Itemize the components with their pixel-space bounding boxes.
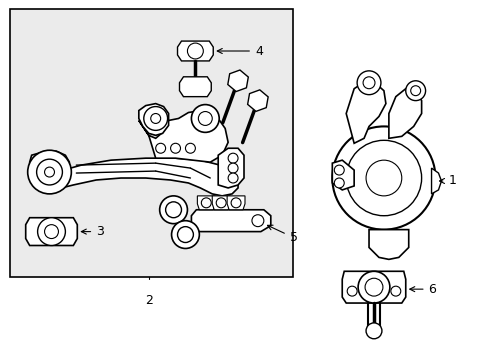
Circle shape: [160, 196, 187, 224]
Text: 6: 6: [409, 283, 436, 296]
Circle shape: [198, 112, 212, 125]
Circle shape: [44, 225, 59, 239]
Text: 5: 5: [267, 225, 297, 244]
Polygon shape: [30, 151, 69, 190]
Polygon shape: [197, 196, 215, 210]
Circle shape: [334, 165, 344, 175]
Polygon shape: [227, 70, 248, 91]
Polygon shape: [26, 218, 77, 246]
Circle shape: [150, 113, 161, 123]
Text: 1: 1: [439, 175, 455, 188]
Circle shape: [366, 160, 401, 196]
Circle shape: [231, 198, 241, 208]
Polygon shape: [218, 148, 244, 188]
Polygon shape: [139, 104, 168, 135]
Circle shape: [185, 143, 195, 153]
Circle shape: [362, 77, 374, 89]
Text: 2: 2: [144, 294, 152, 307]
Polygon shape: [342, 271, 405, 303]
Circle shape: [191, 105, 219, 132]
Circle shape: [346, 286, 356, 296]
Polygon shape: [247, 90, 267, 111]
Text: 4: 4: [217, 45, 262, 58]
Bar: [10, 9, 292, 277]
Circle shape: [332, 126, 435, 230]
Polygon shape: [332, 160, 353, 190]
Polygon shape: [368, 230, 408, 260]
Circle shape: [346, 140, 421, 216]
Circle shape: [334, 178, 344, 188]
Circle shape: [143, 107, 167, 130]
Circle shape: [365, 278, 382, 296]
Polygon shape: [431, 168, 441, 194]
Polygon shape: [139, 111, 228, 162]
Circle shape: [28, 150, 71, 194]
Polygon shape: [212, 196, 230, 210]
Circle shape: [390, 286, 400, 296]
Circle shape: [366, 323, 381, 339]
Circle shape: [405, 81, 425, 100]
Polygon shape: [191, 210, 270, 231]
Circle shape: [216, 198, 225, 208]
Polygon shape: [179, 77, 211, 96]
Circle shape: [228, 153, 238, 163]
Polygon shape: [61, 158, 238, 196]
Circle shape: [165, 202, 181, 218]
Circle shape: [357, 271, 389, 303]
Polygon shape: [226, 196, 244, 210]
Circle shape: [251, 215, 264, 227]
Circle shape: [356, 71, 380, 95]
Circle shape: [38, 218, 65, 246]
Circle shape: [201, 198, 211, 208]
Circle shape: [228, 163, 238, 173]
Circle shape: [228, 173, 238, 183]
Circle shape: [37, 159, 62, 185]
Circle shape: [44, 167, 54, 177]
Polygon shape: [346, 81, 385, 143]
Circle shape: [171, 221, 199, 248]
Circle shape: [177, 227, 193, 243]
Circle shape: [410, 86, 420, 96]
Circle shape: [170, 143, 180, 153]
Text: 3: 3: [81, 225, 104, 238]
Polygon shape: [177, 41, 213, 61]
Circle shape: [187, 43, 203, 59]
Circle shape: [155, 143, 165, 153]
Polygon shape: [388, 89, 421, 138]
